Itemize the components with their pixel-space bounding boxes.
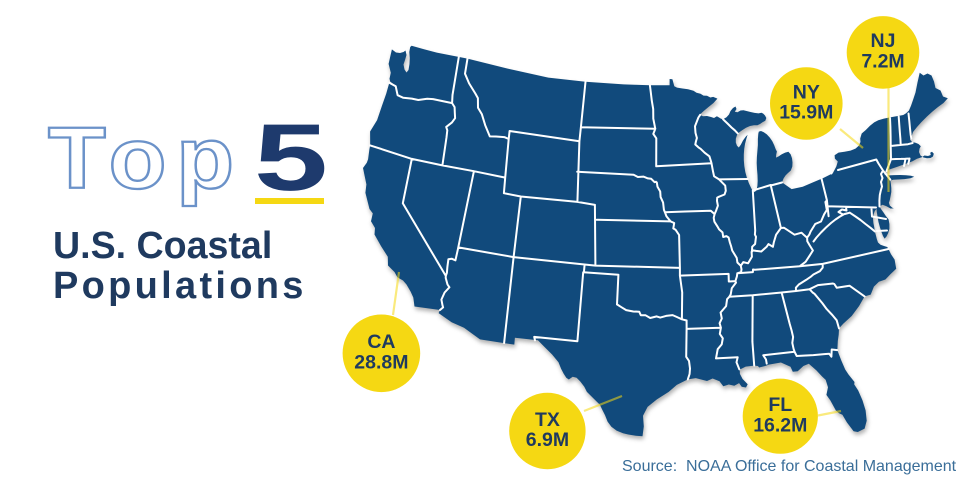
svg-text:7.2M: 7.2M <box>861 51 904 73</box>
svg-text:6.9M: 6.9M <box>526 429 569 451</box>
svg-text:TX: TX <box>535 409 560 431</box>
svg-text:28.8M: 28.8M <box>354 352 408 374</box>
svg-text:NJ: NJ <box>871 30 896 52</box>
svg-text:16.2M: 16.2M <box>753 414 807 436</box>
svg-text:15.9M: 15.9M <box>779 102 833 124</box>
svg-text:NY: NY <box>793 81 820 103</box>
svg-text:FL: FL <box>768 394 792 416</box>
svg-text:CA: CA <box>367 331 395 353</box>
